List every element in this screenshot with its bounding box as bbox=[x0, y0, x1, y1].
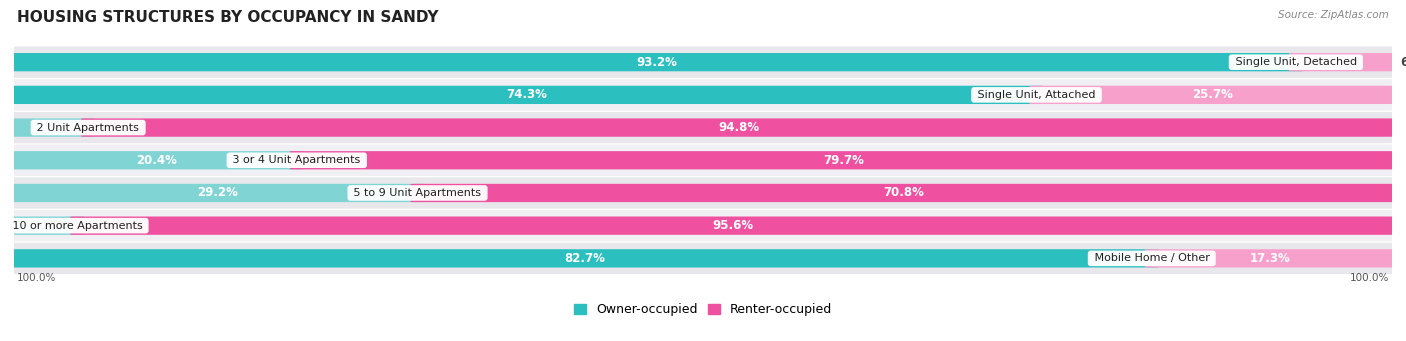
FancyBboxPatch shape bbox=[10, 118, 96, 137]
Text: 95.6%: 95.6% bbox=[713, 219, 754, 232]
Text: 6.8%: 6.8% bbox=[1400, 56, 1406, 69]
FancyBboxPatch shape bbox=[3, 177, 1403, 209]
Text: 79.7%: 79.7% bbox=[824, 154, 865, 167]
FancyBboxPatch shape bbox=[82, 118, 1396, 137]
FancyBboxPatch shape bbox=[10, 86, 1043, 104]
FancyBboxPatch shape bbox=[1289, 53, 1396, 71]
Legend: Owner-occupied, Renter-occupied: Owner-occupied, Renter-occupied bbox=[574, 303, 832, 316]
Text: 20.4%: 20.4% bbox=[136, 154, 177, 167]
Text: 82.7%: 82.7% bbox=[564, 252, 605, 265]
Text: Source: ZipAtlas.com: Source: ZipAtlas.com bbox=[1278, 10, 1389, 20]
Text: 5.2%: 5.2% bbox=[45, 121, 77, 134]
FancyBboxPatch shape bbox=[70, 217, 1396, 235]
Text: 17.3%: 17.3% bbox=[1250, 252, 1291, 265]
Text: 70.8%: 70.8% bbox=[883, 187, 924, 199]
Text: 93.2%: 93.2% bbox=[636, 56, 676, 69]
Text: 10 or more Apartments: 10 or more Apartments bbox=[8, 221, 146, 231]
FancyBboxPatch shape bbox=[411, 184, 1396, 202]
Text: 3 or 4 Unit Apartments: 3 or 4 Unit Apartments bbox=[229, 155, 364, 165]
Text: 25.7%: 25.7% bbox=[1192, 88, 1233, 101]
FancyBboxPatch shape bbox=[3, 46, 1403, 78]
Text: 100.0%: 100.0% bbox=[1350, 273, 1389, 283]
FancyBboxPatch shape bbox=[3, 79, 1403, 110]
Text: 29.2%: 29.2% bbox=[197, 187, 238, 199]
FancyBboxPatch shape bbox=[290, 151, 1398, 169]
FancyBboxPatch shape bbox=[10, 217, 84, 235]
Text: HOUSING STRUCTURES BY OCCUPANCY IN SANDY: HOUSING STRUCTURES BY OCCUPANCY IN SANDY bbox=[17, 10, 439, 25]
FancyBboxPatch shape bbox=[10, 53, 1303, 71]
Text: 100.0%: 100.0% bbox=[17, 273, 56, 283]
Text: 4.4%: 4.4% bbox=[34, 219, 66, 232]
Text: Single Unit, Detached: Single Unit, Detached bbox=[1232, 57, 1360, 67]
FancyBboxPatch shape bbox=[3, 210, 1403, 241]
FancyBboxPatch shape bbox=[10, 184, 425, 202]
FancyBboxPatch shape bbox=[10, 249, 1159, 268]
FancyBboxPatch shape bbox=[10, 151, 304, 169]
Text: Mobile Home / Other: Mobile Home / Other bbox=[1091, 253, 1213, 263]
Text: 2 Unit Apartments: 2 Unit Apartments bbox=[34, 122, 143, 133]
Text: 5 to 9 Unit Apartments: 5 to 9 Unit Apartments bbox=[350, 188, 485, 198]
FancyBboxPatch shape bbox=[1029, 86, 1396, 104]
Text: 74.3%: 74.3% bbox=[506, 88, 547, 101]
FancyBboxPatch shape bbox=[1144, 249, 1396, 268]
Text: 94.8%: 94.8% bbox=[718, 121, 759, 134]
FancyBboxPatch shape bbox=[3, 145, 1403, 176]
Text: Single Unit, Attached: Single Unit, Attached bbox=[974, 90, 1099, 100]
FancyBboxPatch shape bbox=[3, 243, 1403, 274]
FancyBboxPatch shape bbox=[3, 112, 1403, 143]
